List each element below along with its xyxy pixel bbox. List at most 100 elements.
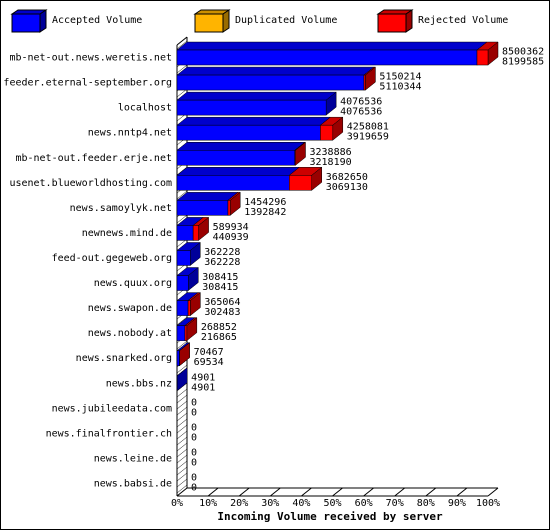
- x-tick-label: 40%: [292, 498, 310, 509]
- x-tick-label: 90%: [448, 498, 466, 509]
- accepted-label: 5110344: [379, 82, 421, 93]
- y-tick-label: localhost: [118, 103, 172, 114]
- total-label: 0: [191, 447, 197, 458]
- legend-swatch: [377, 13, 407, 33]
- total-label: 4258081: [347, 122, 389, 133]
- total-label: 268852: [201, 322, 237, 333]
- wall-hatch: [176, 40, 188, 50]
- x-tick: [394, 487, 406, 497]
- wall-hatch: [176, 364, 188, 374]
- wall-hatch: [176, 418, 188, 428]
- bar-top: [176, 192, 239, 201]
- wall-hatch: [176, 214, 188, 224]
- bar: [176, 175, 290, 191]
- accepted-label: 302483: [204, 307, 240, 318]
- x-tick-label: 70%: [386, 498, 404, 509]
- y-tick-label: news.bbs.nz: [106, 378, 172, 389]
- legend-label: Duplicated Volume: [235, 15, 337, 26]
- total-label: 4901: [191, 372, 215, 383]
- wall-hatch: [176, 436, 188, 446]
- wall-hatch: [176, 460, 188, 470]
- legend-swatch-side: [405, 9, 413, 33]
- wall-hatch: [176, 190, 188, 200]
- bar: [363, 74, 366, 91]
- total-label: 5150214: [379, 72, 421, 83]
- bar: [176, 300, 189, 316]
- x-tick-label: 30%: [261, 498, 279, 509]
- x-tick: [425, 487, 437, 497]
- wall-hatch: [176, 400, 188, 410]
- total-label: 308415: [202, 272, 238, 283]
- x-tick: [207, 487, 219, 497]
- y-tick-label: news.nntp4.net: [88, 128, 172, 139]
- accepted-label: 362228: [204, 257, 240, 268]
- wall-hatch: [176, 340, 188, 350]
- bar: [176, 225, 194, 241]
- legend-label: Accepted Volume: [52, 15, 142, 26]
- bar: [176, 200, 229, 216]
- bar-top: [176, 66, 375, 76]
- total-label: 0: [191, 397, 197, 408]
- bar: [176, 325, 186, 341]
- bar-top: [176, 41, 488, 51]
- bar: [176, 124, 321, 141]
- y-tick-label: news.swapon.de: [88, 303, 172, 314]
- y-tick-label: feed-out.gegeweb.org: [52, 253, 172, 264]
- accepted-label: 3218190: [310, 157, 352, 168]
- wall-hatch: [176, 478, 188, 488]
- bar-top: [176, 167, 301, 176]
- bar: [176, 350, 180, 366]
- bar: [289, 175, 312, 191]
- wall-hatch: [176, 424, 188, 434]
- bar: [176, 150, 295, 166]
- accepted-label: 3069130: [326, 182, 368, 193]
- bar: [184, 325, 188, 341]
- wall-hatch: [176, 316, 188, 326]
- legend-swatch-side: [222, 9, 230, 33]
- legend-swatch-side: [39, 9, 47, 33]
- x-tick: [301, 487, 312, 497]
- bar: [320, 124, 334, 141]
- wall-hatch: [176, 472, 188, 482]
- x-tick-label: 20%: [230, 498, 248, 509]
- wall-hatch: [176, 64, 188, 74]
- legend-label: Rejected Volume: [418, 15, 508, 26]
- x-tick: [269, 487, 281, 497]
- y-tick-label: news.jubileedata.com: [52, 403, 172, 414]
- total-label: 4076536: [340, 97, 382, 108]
- bar: [176, 275, 189, 291]
- total-label: 0: [191, 422, 197, 433]
- y-tick-label: mb-net-out.news.weretis.net: [9, 53, 172, 64]
- accepted-label: 3919659: [347, 132, 389, 143]
- y-tick-label: news.babsi.de: [94, 478, 172, 489]
- total-label: 362228: [204, 247, 240, 258]
- x-tick: [176, 487, 188, 497]
- bar: [192, 225, 199, 241]
- accepted-label: 1392842: [244, 207, 286, 218]
- y-tick-label: usenet.blueworldhosting.com: [9, 178, 172, 189]
- accepted-label: 69534: [194, 357, 224, 368]
- y-tick-label: mb-net-out.feeder.erje.net: [15, 153, 172, 164]
- x-tick: [456, 487, 468, 497]
- x-axis-title: Incoming Volume received by server: [217, 510, 443, 523]
- bar: [476, 49, 489, 66]
- wall-hatch: [176, 448, 188, 458]
- wall-hatch: [176, 442, 188, 452]
- y-tick-label: news.leine.de: [94, 453, 172, 464]
- x-tick-label: 0%: [171, 498, 183, 509]
- y-tick-label: news.nobody.at: [88, 328, 172, 339]
- bar: [176, 99, 327, 116]
- accepted-label: 0: [191, 457, 197, 468]
- total-label: 70467: [194, 347, 224, 358]
- bar-top: [176, 116, 332, 126]
- wall-hatch: [176, 454, 188, 464]
- wall-hatch: [176, 406, 188, 416]
- x-tick: [332, 487, 343, 497]
- y-tick-label: newnews.mind.de: [82, 228, 172, 239]
- accepted-label: 216865: [201, 332, 237, 343]
- bar: [176, 74, 365, 91]
- x-tick-label: 50%: [323, 498, 341, 509]
- accepted-label: 0: [191, 482, 197, 493]
- wall-hatch: [176, 466, 188, 476]
- total-label: 3238886: [310, 147, 352, 158]
